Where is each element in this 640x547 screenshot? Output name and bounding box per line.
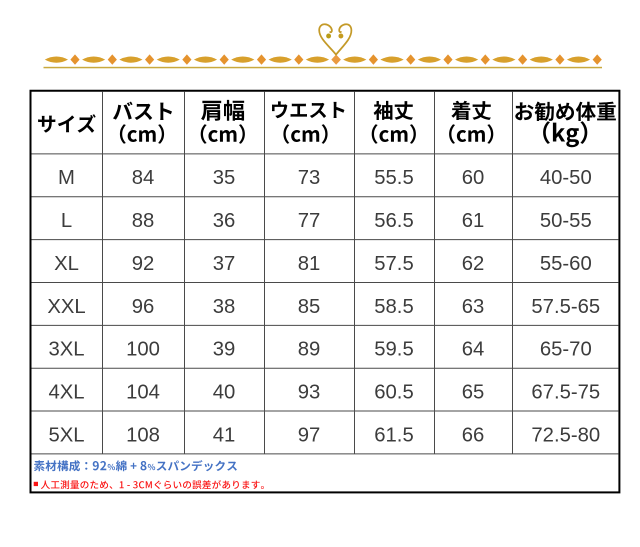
svg-text:60: 60 bbox=[462, 167, 485, 189]
svg-text:93: 93 bbox=[298, 382, 321, 404]
svg-text:64: 64 bbox=[462, 339, 485, 361]
svg-text:61.5: 61.5 bbox=[374, 424, 413, 446]
svg-text:63: 63 bbox=[462, 296, 485, 318]
svg-text:72.5-80: 72.5-80 bbox=[531, 424, 600, 446]
svg-text:4XL: 4XL bbox=[48, 382, 84, 404]
svg-text:81: 81 bbox=[298, 253, 321, 275]
svg-text:65-70: 65-70 bbox=[540, 339, 592, 361]
svg-text:XXL: XXL bbox=[47, 296, 85, 318]
svg-text:61: 61 bbox=[462, 210, 485, 232]
svg-text:85: 85 bbox=[298, 296, 321, 318]
svg-text:57.5: 57.5 bbox=[374, 253, 413, 275]
svg-text:36: 36 bbox=[213, 210, 236, 232]
svg-text:M: M bbox=[58, 167, 75, 189]
svg-text:88: 88 bbox=[132, 210, 155, 232]
svg-text:58.5: 58.5 bbox=[374, 296, 413, 318]
svg-text:57.5-65: 57.5-65 bbox=[531, 296, 600, 318]
svg-text:50-55: 50-55 bbox=[540, 210, 592, 232]
svg-text:35: 35 bbox=[213, 167, 236, 189]
svg-text:100: 100 bbox=[126, 339, 160, 361]
svg-text:38: 38 bbox=[213, 296, 236, 318]
svg-text:40: 40 bbox=[213, 382, 236, 404]
svg-text:108: 108 bbox=[126, 424, 160, 446]
svg-text:89: 89 bbox=[298, 339, 321, 361]
svg-text:L: L bbox=[61, 210, 72, 232]
svg-text:39: 39 bbox=[213, 339, 236, 361]
svg-text:66: 66 bbox=[462, 424, 485, 446]
svg-text:56.5: 56.5 bbox=[374, 210, 413, 232]
svg-text:92: 92 bbox=[132, 253, 155, 275]
svg-text:77: 77 bbox=[298, 210, 321, 232]
svg-text:5XL: 5XL bbox=[48, 424, 84, 446]
svg-text:41: 41 bbox=[213, 424, 236, 446]
svg-text:55-60: 55-60 bbox=[540, 253, 592, 275]
svg-text:84: 84 bbox=[132, 167, 155, 189]
svg-text:3XL: 3XL bbox=[48, 339, 84, 361]
svg-text:40-50: 40-50 bbox=[540, 167, 592, 189]
svg-text:XL: XL bbox=[54, 253, 79, 275]
svg-text:65: 65 bbox=[462, 382, 485, 404]
svg-text:73: 73 bbox=[298, 167, 321, 189]
svg-text:60.5: 60.5 bbox=[374, 382, 413, 404]
svg-text:96: 96 bbox=[132, 296, 155, 318]
svg-text:59.5: 59.5 bbox=[374, 339, 413, 361]
svg-text:67.5-75: 67.5-75 bbox=[531, 382, 600, 404]
svg-text:55.5: 55.5 bbox=[374, 167, 413, 189]
svg-text:37: 37 bbox=[213, 253, 236, 275]
svg-text:62: 62 bbox=[462, 253, 485, 275]
svg-text:97: 97 bbox=[298, 424, 321, 446]
svg-text:104: 104 bbox=[126, 382, 160, 404]
